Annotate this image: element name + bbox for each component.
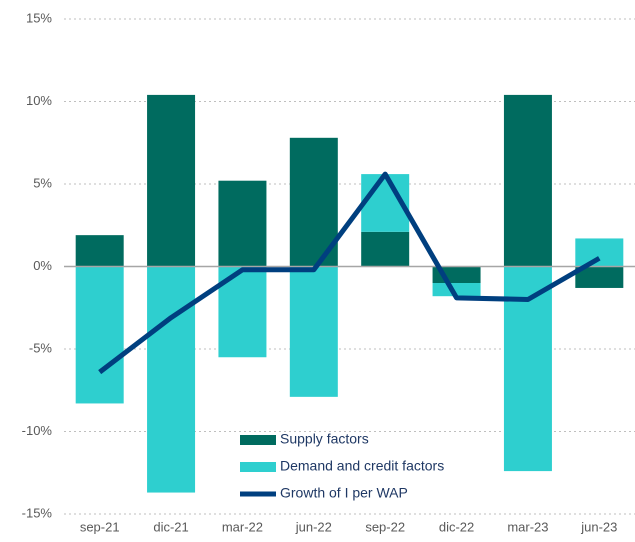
y-tick-label: 0% bbox=[33, 258, 52, 273]
bar bbox=[147, 94, 196, 267]
y-tick-label: 10% bbox=[26, 93, 52, 108]
y-tick-label: -10% bbox=[22, 423, 53, 438]
legend-label: Growth of I per WAP bbox=[280, 485, 408, 501]
x-tick-label: sep-21 bbox=[80, 519, 120, 534]
bar bbox=[503, 94, 552, 267]
y-tick-label: -15% bbox=[22, 505, 53, 520]
x-tick-label: dic-21 bbox=[153, 519, 188, 534]
y-tick-label: -5% bbox=[29, 340, 53, 355]
bar bbox=[432, 283, 481, 297]
bar bbox=[575, 266, 624, 288]
legend-swatch bbox=[240, 435, 276, 445]
y-tick-label: 15% bbox=[26, 10, 52, 25]
y-tick-label: 5% bbox=[33, 175, 52, 190]
bar bbox=[75, 235, 124, 267]
bar bbox=[75, 266, 124, 404]
x-tick-label: mar-22 bbox=[222, 519, 263, 534]
bar bbox=[289, 266, 338, 397]
x-tick-label: jun-22 bbox=[295, 519, 332, 534]
bar bbox=[218, 180, 267, 267]
x-tick-label: mar-23 bbox=[507, 519, 548, 534]
legend-label: Supply factors bbox=[280, 431, 369, 447]
line-series bbox=[98, 171, 601, 375]
legend-swatch bbox=[240, 462, 276, 472]
bar bbox=[361, 231, 410, 267]
bar bbox=[147, 266, 196, 493]
x-tick-label: sep-22 bbox=[365, 519, 405, 534]
bar bbox=[575, 238, 624, 267]
legend-label: Demand and credit factors bbox=[280, 458, 444, 474]
x-tick-label: dic-22 bbox=[439, 519, 474, 534]
x-tick-label: jun-23 bbox=[580, 519, 617, 534]
